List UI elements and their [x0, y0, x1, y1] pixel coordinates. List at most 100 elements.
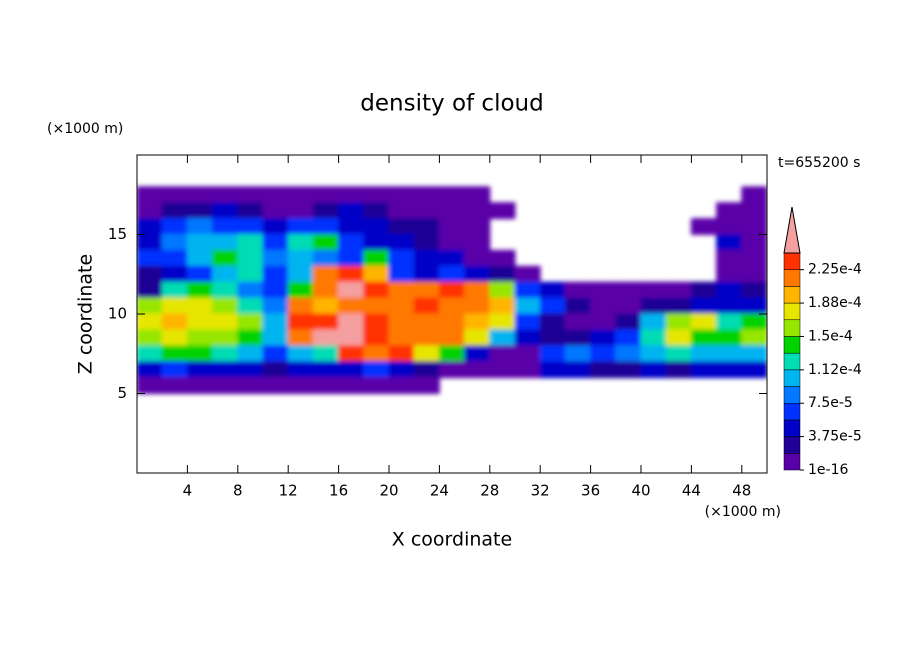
contour-cell: [615, 329, 642, 347]
contour-cell: [312, 377, 340, 394]
contour-cell: [363, 361, 390, 379]
contour-cell: [262, 265, 289, 283]
contour-cell: [338, 297, 365, 315]
contour-cell: [262, 218, 289, 235]
contour-cell: [590, 297, 617, 315]
contour-cell: [464, 249, 491, 267]
contour-cell: [413, 249, 440, 267]
contour-cell: [413, 265, 440, 283]
contour-cell: [615, 361, 642, 379]
contour-cell: [338, 202, 365, 220]
contour-cell: [489, 361, 516, 379]
contour-cell: [716, 297, 743, 315]
contour-cell: [564, 313, 592, 331]
contour-cell: [438, 313, 466, 331]
y-tick-label: 15: [108, 225, 127, 243]
contour-cell: [438, 186, 466, 204]
contour-cell: [464, 281, 491, 299]
contour-cell: [212, 329, 239, 347]
contour-cell: [287, 218, 314, 235]
contour-cell: [212, 265, 239, 283]
contour-cell: [161, 202, 188, 220]
contour-cell: [413, 186, 440, 204]
contour-cell: [212, 377, 239, 394]
contour-cell: [287, 265, 314, 283]
contour-cell: [640, 361, 667, 379]
contour-cell: [615, 345, 642, 363]
contour-cell: [665, 313, 692, 331]
contour-cell: [564, 297, 592, 315]
contour-cell: [388, 297, 415, 315]
contour-cell: [564, 361, 592, 379]
contour-cell: [388, 329, 415, 347]
colorbar-band: [783, 336, 801, 354]
contour-cell: [312, 345, 340, 363]
contour-cell: [338, 345, 365, 363]
contour-cell: [615, 313, 642, 331]
contour-cell: [438, 329, 466, 347]
contour-cell: [186, 313, 214, 331]
contour-cell: [741, 361, 767, 379]
contour-cell: [665, 361, 692, 379]
colorbar-band: [783, 453, 801, 471]
contour-cell: [237, 186, 264, 204]
contour-cell: [363, 345, 390, 363]
contour-cell: [161, 329, 188, 347]
contour-cell: [237, 265, 264, 283]
contour-cell: [287, 249, 314, 267]
contour-cell: [338, 265, 365, 283]
contour-cell: [338, 234, 365, 251]
colorbar-over: [783, 206, 801, 254]
contour-cell: [161, 281, 188, 299]
contour-cell: [438, 361, 466, 379]
contour-cell: [716, 361, 743, 379]
contour-cell: [212, 297, 239, 315]
contour-cell: [741, 329, 767, 347]
contour-cell: [438, 202, 466, 220]
contour-cell: [438, 297, 466, 315]
x-tick-label: 32: [531, 482, 550, 500]
contour-cell: [413, 361, 440, 379]
contour-cell: [161, 361, 188, 379]
contour-cell: [237, 361, 264, 379]
contour-cell: [640, 281, 667, 299]
contour-cell: [262, 234, 289, 251]
contour-cell: [363, 234, 390, 251]
contour-cell: [338, 186, 365, 204]
contour-cell: [262, 329, 289, 347]
contour-cell: [363, 297, 390, 315]
contour-cell: [363, 186, 390, 204]
colorbar-tick-label: 1.12e-4: [808, 362, 862, 378]
contour-cell: [438, 345, 466, 363]
contour-cell: [489, 265, 516, 283]
contour-cell: [212, 281, 239, 299]
contour-cell: [690, 297, 718, 315]
y-tick-label: 5: [117, 384, 127, 402]
contour-cell: [464, 297, 491, 315]
contour-cell: [489, 281, 516, 299]
contour-cell: [186, 329, 214, 347]
contour-cell: [186, 265, 214, 283]
x-tick-label: 44: [682, 482, 701, 500]
contour-cell: [237, 234, 264, 251]
contour-cell: [539, 345, 566, 363]
contour-cell: [615, 297, 642, 315]
contour-cell: [262, 249, 289, 267]
contour-cell: [137, 265, 163, 283]
colorbar-band: [783, 319, 801, 337]
contour-cell: [741, 297, 767, 315]
contour-cell: [161, 186, 188, 204]
contour-cell: [388, 377, 415, 394]
x-unit: (×1000 m): [705, 504, 781, 520]
contour-cell: [716, 329, 743, 347]
contour-cell: [186, 234, 214, 251]
contour-cell: [237, 281, 264, 299]
contour-cell: [590, 345, 617, 363]
contour-cell: [237, 345, 264, 363]
x-tick-label: 40: [631, 482, 650, 500]
contour-cell: [137, 218, 163, 235]
colorbar-band: [783, 252, 801, 270]
contour-cell: [539, 329, 566, 347]
contour-cell: [186, 297, 214, 315]
